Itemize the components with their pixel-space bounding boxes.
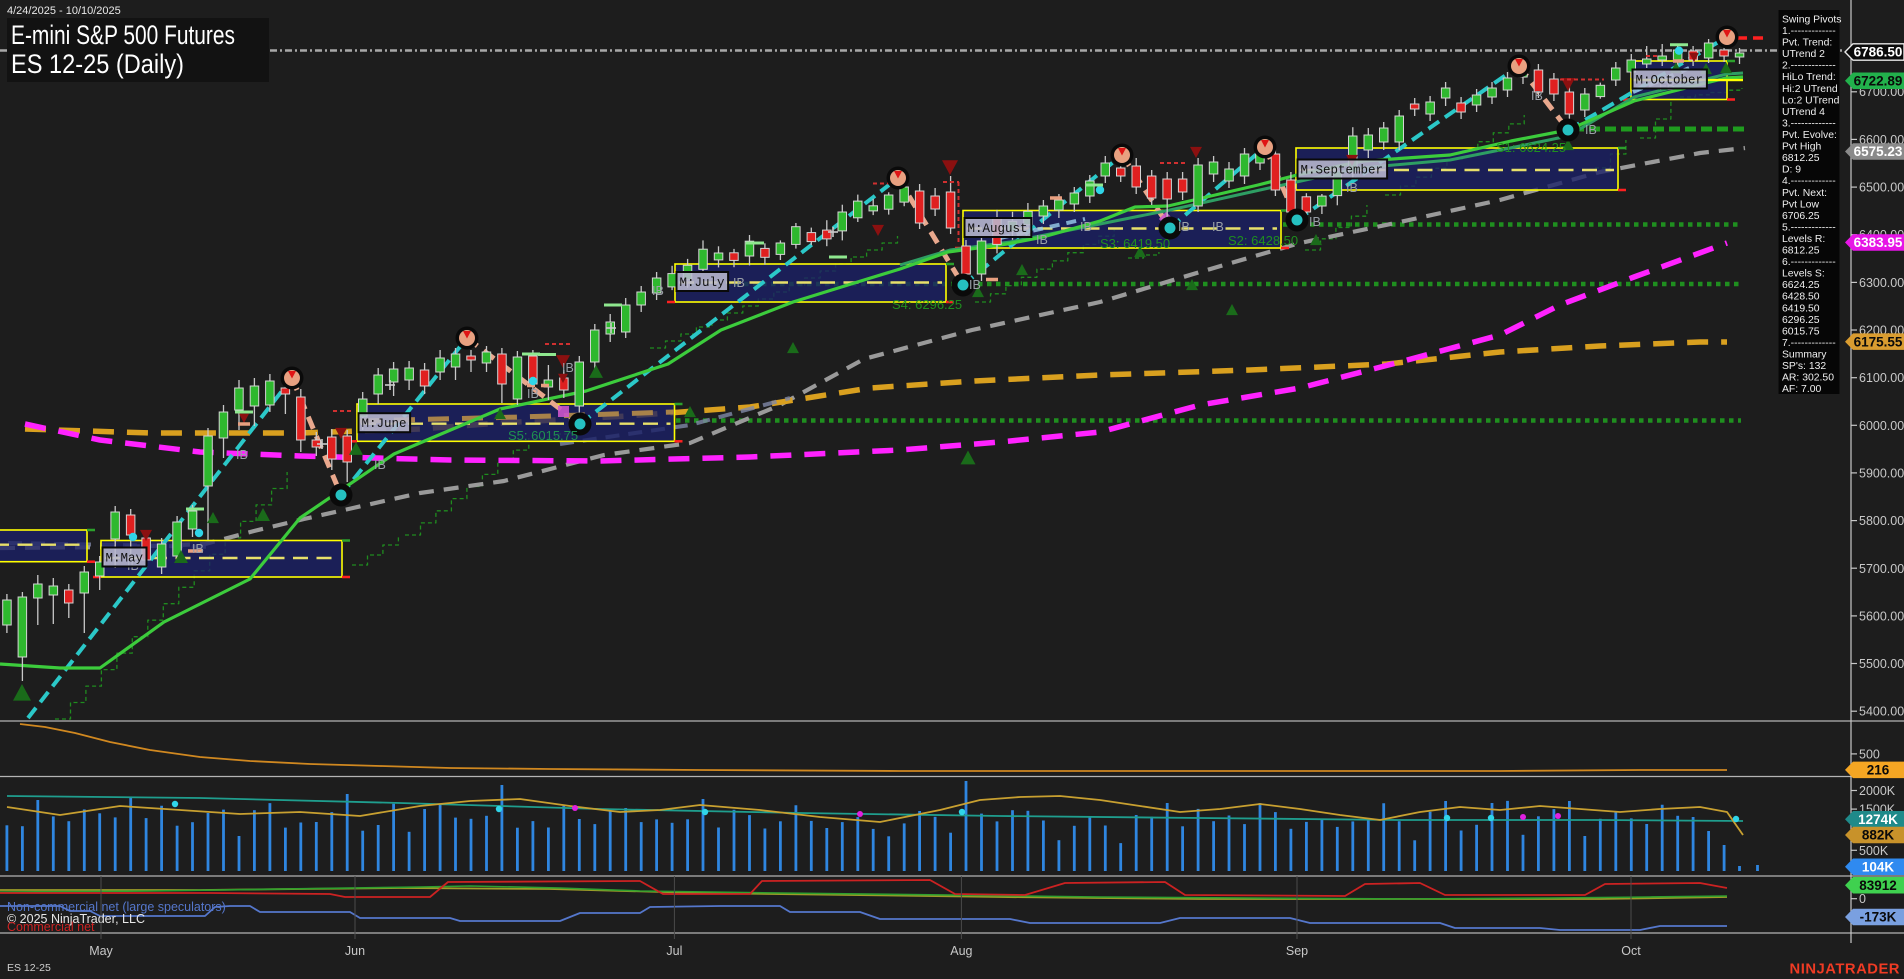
svg-text:IB: IB [969,278,981,292]
svg-text:5600.00: 5600.00 [1859,609,1904,623]
svg-text:Oct: Oct [1621,944,1641,958]
svg-text:S2: 6428.50: S2: 6428.50 [1228,233,1298,248]
svg-text:1274K: 1274K [1858,812,1898,827]
svg-text:0: 0 [1859,892,1866,906]
svg-text:5500.00: 5500.00 [1859,657,1904,671]
svg-text:NINJATRADER: NINJATRADER [1790,962,1900,978]
svg-text:IB: IB [1346,181,1358,195]
svg-text:2.-------------: 2.------------- [1782,61,1836,72]
svg-text:6383.95: 6383.95 [1854,235,1903,250]
svg-text:6175.55: 6175.55 [1854,334,1903,349]
svg-text:4.-------------: 4.------------- [1782,176,1836,187]
svg-text:Swing Pivots: Swing Pivots [1782,15,1841,26]
svg-text:AF: 7.00: AF: 7.00 [1782,384,1821,395]
svg-text:May: May [89,944,113,958]
svg-text:Pvt High: Pvt High [1782,142,1821,153]
svg-text:500: 500 [1859,747,1880,761]
svg-text:S4: 6296.25: S4: 6296.25 [892,297,962,312]
svg-text:Pvt Low: Pvt Low [1782,199,1819,210]
svg-text:5400.00: 5400.00 [1859,705,1904,719]
svg-text:83912: 83912 [1859,878,1897,893]
svg-text:Sep: Sep [1286,944,1308,958]
svg-text:5.-------------: 5.------------- [1782,222,1836,233]
svg-text:6500.00: 6500.00 [1859,181,1904,195]
svg-text:Jul: Jul [666,944,682,958]
svg-text:6419.50: 6419.50 [1782,303,1820,314]
svg-text:Hi:2 UTrend: Hi:2 UTrend [1782,84,1838,95]
svg-text:4/24/2025 - 10/10/2025: 4/24/2025 - 10/10/2025 [7,5,121,17]
svg-text:Levels R:: Levels R: [1782,234,1825,245]
svg-text:IB: IB [652,284,664,298]
svg-text:E-mini S&P 500 Futures: E-mini S&P 500 Futures [11,20,235,50]
svg-text:ES 12-25 (Daily): ES 12-25 (Daily) [11,49,184,79]
svg-text:IB: IB [1212,220,1224,234]
svg-text:Summary: Summary [1782,350,1827,361]
svg-text:IB: IB [1309,215,1321,229]
svg-text:M:June: M:June [362,417,407,431]
svg-text:M:May: M:May [106,552,144,566]
svg-text:1.-------------: 1.------------- [1782,26,1836,37]
svg-text:AR: 302.50: AR: 302.50 [1782,373,1834,384]
svg-text:6812.25: 6812.25 [1782,153,1820,164]
svg-text:SP's: 132: SP's: 132 [1782,361,1826,372]
svg-text:882K: 882K [1862,828,1895,843]
svg-text:6015.75: 6015.75 [1782,326,1820,337]
svg-text:Non-commercial net (large spec: Non-commercial net (large speculators) [7,900,226,914]
svg-text:5700.00: 5700.00 [1859,562,1904,576]
svg-text:S1: 6624.25: S1: 6624.25 [1496,140,1566,155]
svg-text:7.-------------: 7.------------- [1782,338,1836,349]
svg-text:-173K: -173K [1860,910,1897,925]
svg-text:UTrend 2: UTrend 2 [1782,49,1825,60]
svg-text:6428.50: 6428.50 [1782,292,1820,303]
svg-text:M:August: M:August [968,222,1028,236]
svg-text:6.-------------: 6.------------- [1782,257,1836,268]
svg-text:HiLo Trend:: HiLo Trend: [1782,72,1836,83]
svg-text:© 2025 NinjaTrader, LLC: © 2025 NinjaTrader, LLC [7,912,145,926]
svg-text:2000K: 2000K [1859,784,1896,798]
svg-text:Pvt. Next:: Pvt. Next: [1782,188,1827,199]
svg-text:Commercial net: Commercial net [7,920,95,934]
svg-text:6296.25: 6296.25 [1782,315,1820,326]
svg-text:6786.50: 6786.50 [1854,45,1903,60]
svg-text:Jun: Jun [345,944,365,958]
svg-text:Aug: Aug [950,944,972,958]
svg-text:IB: IB [374,458,386,472]
svg-text:IB: IB [1080,220,1092,234]
svg-text:IB: IB [733,276,745,290]
svg-text:6812.25: 6812.25 [1782,246,1820,257]
svg-text:D: 9: D: 9 [1782,165,1801,176]
svg-text:216: 216 [1867,763,1890,778]
svg-text:6706.25: 6706.25 [1782,211,1820,222]
svg-text:IB: IB [1178,220,1190,234]
svg-text:IB: IB [236,448,248,462]
svg-text:6575.23: 6575.23 [1854,144,1903,159]
svg-text:IB: IB [1036,233,1048,247]
svg-text:ES 12-25: ES 12-25 [7,962,51,974]
svg-text:500K: 500K [1859,844,1889,858]
svg-text:3.-------------: 3.------------- [1782,118,1836,129]
svg-text:IB: IB [562,361,574,375]
svg-text:IB: IB [1585,123,1597,137]
svg-text:S5: 6015.75: S5: 6015.75 [508,428,578,443]
svg-text:104K: 104K [1862,859,1895,874]
svg-text:Levels S:: Levels S: [1782,269,1825,280]
svg-text:IB: IB [1531,89,1543,103]
svg-text:Lo:2 UTrend: Lo:2 UTrend [1782,95,1840,106]
svg-text:6624.25: 6624.25 [1782,280,1820,291]
svg-text:Pvt. Trend:: Pvt. Trend: [1782,38,1832,49]
svg-text:IB: IB [192,542,204,556]
svg-text:5900.00: 5900.00 [1859,466,1904,480]
svg-text:Pvt. Evolve:: Pvt. Evolve: [1782,130,1837,141]
svg-text:M:September: M:September [1301,164,1384,178]
svg-text:6000.00: 6000.00 [1859,419,1904,433]
svg-text:6100.00: 6100.00 [1859,371,1904,385]
svg-text:M:October: M:October [1636,74,1704,88]
svg-text:UTrend 4: UTrend 4 [1782,107,1825,118]
svg-text:6300.00: 6300.00 [1859,276,1904,290]
svg-text:6722.89: 6722.89 [1854,73,1903,88]
svg-text:5800.00: 5800.00 [1859,514,1904,528]
svg-text:IB: IB [527,387,539,401]
svg-text:S3: 6419.50: S3: 6419.50 [1100,236,1170,251]
svg-text:M:July: M:July [680,276,726,290]
